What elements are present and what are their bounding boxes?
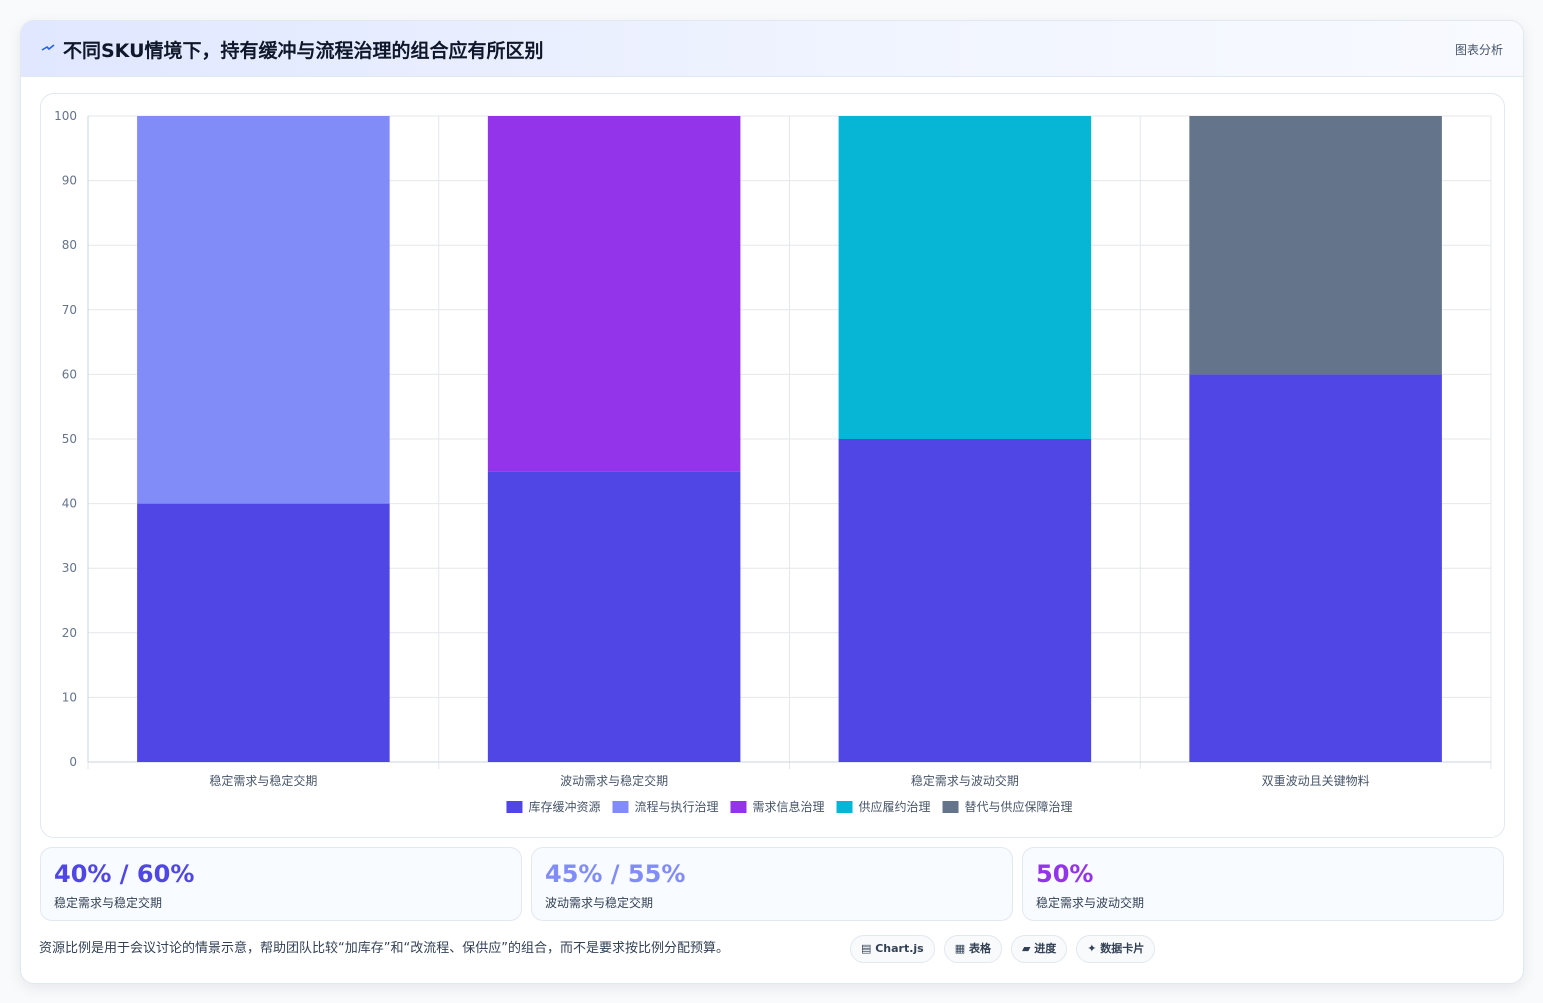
view-button[interactable]: ▰ 进度 (1010, 935, 1068, 963)
stat-label: 稳定需求与波动交期 (1036, 896, 1145, 910)
y-tick-label: 50 (62, 432, 77, 446)
legend: 库存缓冲资源 流程与执行治理 需求信息治理 供应履约治理 替代与供应保障治理 (506, 799, 1073, 814)
legend-swatch (730, 801, 747, 813)
x-tick-label: 波动需求与稳定交期 (560, 773, 668, 788)
y-tick-label: 60 (62, 367, 77, 381)
y-tick-label: 10 (62, 690, 77, 704)
header-tag: 图表分析 (1454, 43, 1503, 57)
button-bar: ▤ Chart.js ▦ 表格 ▰ 进度 ✦ 数据卡片 (850, 935, 1156, 963)
view-button[interactable]: ▦ 表格 (943, 935, 1002, 963)
legend-label: 替代与供应保障治理 (965, 799, 1073, 814)
legend-swatch (612, 801, 629, 813)
legend-label: 流程与执行治理 (634, 799, 718, 814)
x-tick-label: 双重波动且关键物料 (1262, 774, 1370, 788)
legend-label: 库存缓冲资源 (528, 799, 600, 814)
y-tick-label: 40 (62, 497, 77, 511)
bar-segment (137, 503, 390, 762)
legend-label: 供应履约治理 (859, 799, 931, 814)
bar-segment (487, 116, 741, 472)
stat-card: 40% / 60% 稳定需求与稳定交期 (40, 847, 522, 921)
y-tick-label: 70 (62, 303, 77, 317)
stat-card: 50% 稳定需求与波动交期 (1022, 847, 1504, 921)
footnote: 资源比例是用于会议讨论的情景示意，帮助团队比较“加库存”和“改流程、保供应”的组… (39, 941, 729, 956)
y-tick-label: 80 (62, 238, 77, 252)
bar-segment (137, 116, 390, 504)
y-tick-label: 100 (54, 109, 77, 123)
header-icon (41, 44, 55, 51)
stat-value: 40% / 60% (54, 860, 195, 888)
chart-panel: 0 10 20 30 40 50 60 70 80 90 100 稳定需求与稳定交期 波动需求与稳定交期… (40, 93, 1505, 838)
chart: 0 10 20 30 40 50 60 70 80 90 100 稳定需求与稳定交期 波动需求与稳定交期… (54, 109, 1492, 814)
bar-segment (838, 116, 1092, 439)
y-tick-label: 30 (62, 561, 77, 575)
title: 不同SKU情境下，持有缓冲与流程治理的组合应有所区别 (63, 40, 544, 62)
stat-card: 45% / 55% 波动需求与稳定交期 (531, 847, 1013, 921)
stat-label: 稳定需求与稳定交期 (54, 896, 163, 910)
bar-segment (1189, 116, 1442, 375)
app-frame: 不同SKU情境下，持有缓冲与流程治理的组合应有所区别 图表分析 0 10 20 30 4… (20, 20, 1524, 984)
legend-swatch (836, 801, 853, 813)
stat-value: 50% (1036, 860, 1094, 888)
bar-segment (1189, 374, 1442, 762)
legend-swatch (506, 801, 523, 813)
x-tick-label: 稳定需求与波动交期 (911, 773, 1019, 788)
y-tick-label: 20 (62, 626, 77, 640)
y-tick-label: 90 (62, 174, 77, 188)
view-button[interactable]: ✦ 数据卡片 (1076, 935, 1156, 963)
x-tick-label: 稳定需求与稳定交期 (209, 773, 317, 788)
legend-label: 需求信息治理 (752, 799, 824, 814)
stat-label: 波动需求与稳定交期 (545, 896, 654, 910)
legend-swatch (942, 801, 959, 813)
view-button[interactable]: ▤ Chart.js (850, 935, 935, 963)
bar-segment (838, 439, 1092, 762)
stat-value: 45% / 55% (545, 860, 686, 888)
bar-segment (487, 471, 741, 762)
header: 不同SKU情境下，持有缓冲与流程治理的组合应有所区别 图表分析 (21, 21, 1523, 77)
y-tick-label: 0 (69, 755, 77, 769)
